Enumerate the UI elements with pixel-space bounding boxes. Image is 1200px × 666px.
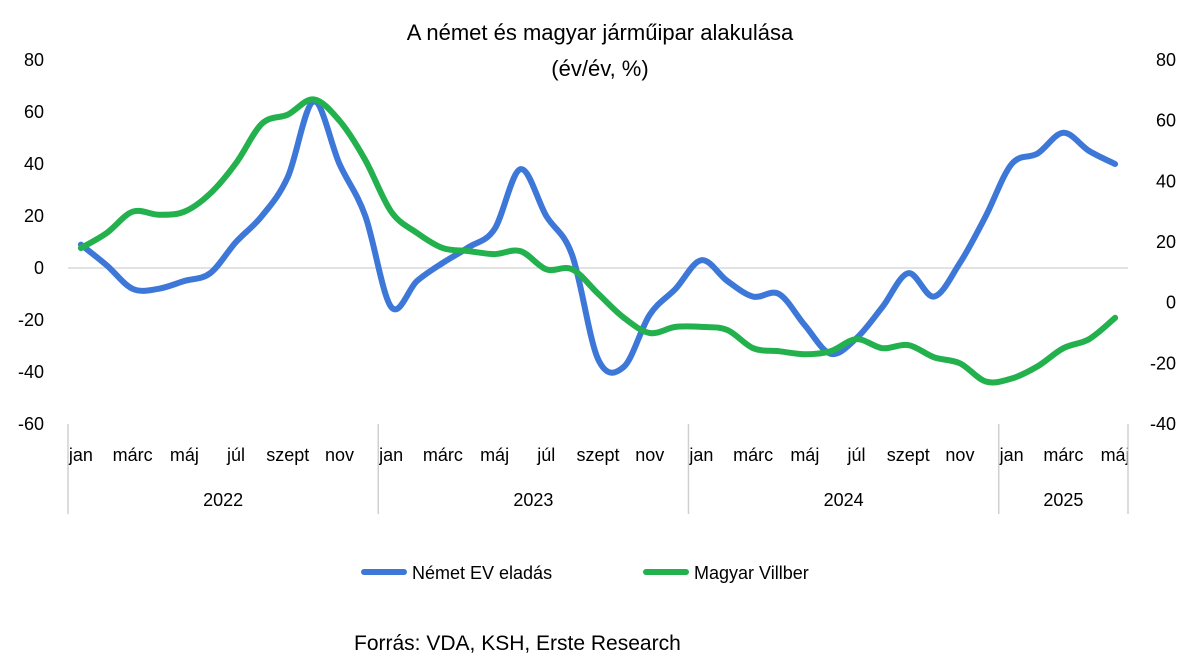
y-right-tick-label: 80 (1156, 50, 1176, 70)
x-tick-label: szept (576, 445, 619, 465)
x-tick-label: nov (635, 445, 664, 465)
x-tick-label: júl (847, 445, 866, 465)
chart-title: A német és magyar járműipar alakulása (407, 20, 794, 45)
y-left-tick-label: 80 (24, 50, 44, 70)
x-tick-label: máj (790, 445, 819, 465)
year-label: 2023 (513, 490, 553, 510)
y-left-tick-label: -40 (18, 362, 44, 382)
x-tick-label: jan (378, 445, 403, 465)
legend-item-nemet: Német EV eladás (361, 563, 552, 583)
year-label: 2022 (203, 490, 243, 510)
x-tick-label: nov (325, 445, 354, 465)
year-label: 2025 (1043, 490, 1083, 510)
x-tick-label: nov (945, 445, 974, 465)
x-tick-label: márc (1043, 445, 1083, 465)
y-right-tick-label: 60 (1156, 111, 1176, 131)
legend: Német EV eladás Magyar Villber (361, 563, 809, 583)
y-right-tick-label: 20 (1156, 232, 1176, 252)
x-tick-label: júl (226, 445, 245, 465)
x-tick-label: márc (423, 445, 463, 465)
x-tick-label: szept (887, 445, 930, 465)
x-tick-label: máj (1101, 445, 1130, 465)
y-right-tick-label: -40 (1150, 414, 1176, 434)
series-layer (77, 96, 1119, 386)
y-left-tick-label: -60 (18, 414, 44, 434)
x-tick-label: márc (733, 445, 773, 465)
y-right-tick-label: 40 (1156, 171, 1176, 191)
y-right-tick-label: -20 (1150, 353, 1176, 373)
series-points (81, 102, 1115, 367)
x-tick-label: máj (480, 445, 509, 465)
x-tick-label: jan (688, 445, 713, 465)
x-tick-label: szept (266, 445, 309, 465)
x-axis: jan márc máj júl szept nov jan márc máj júl szept n… (67, 424, 1130, 514)
legend-item-magyar: Magyar Villber (643, 563, 809, 583)
y-left-tick-label: -20 (18, 310, 44, 330)
y-left-tick-label: 20 (24, 206, 44, 226)
series-line-nemet-ev-eladas (77, 98, 1119, 376)
source-note: Forrás: VDA, KSH, Erste Research (354, 632, 681, 655)
legend-label-nemet: Német EV eladás (412, 563, 552, 583)
y-left-tick-label: 40 (24, 154, 44, 174)
left-axis: 80 60 40 20 0 -20 -40 -60 (18, 50, 44, 434)
series-line-magyar-villber (77, 96, 1119, 386)
chart-subtitle: (év/év, %) (551, 56, 648, 81)
x-tick-label: jan (68, 445, 93, 465)
right-axis: 80 60 40 20 0 -20 -40 (1150, 50, 1176, 434)
legend-label-magyar: Magyar Villber (694, 563, 809, 583)
x-tick-label: jan (999, 445, 1024, 465)
y-left-tick-label: 0 (34, 258, 44, 278)
y-right-tick-label: 0 (1166, 293, 1176, 313)
y-left-tick-label: 60 (24, 102, 44, 122)
x-tick-label: júl (536, 445, 555, 465)
x-tick-label: máj (170, 445, 199, 465)
year-label: 2024 (824, 490, 864, 510)
x-tick-label: márc (113, 445, 153, 465)
